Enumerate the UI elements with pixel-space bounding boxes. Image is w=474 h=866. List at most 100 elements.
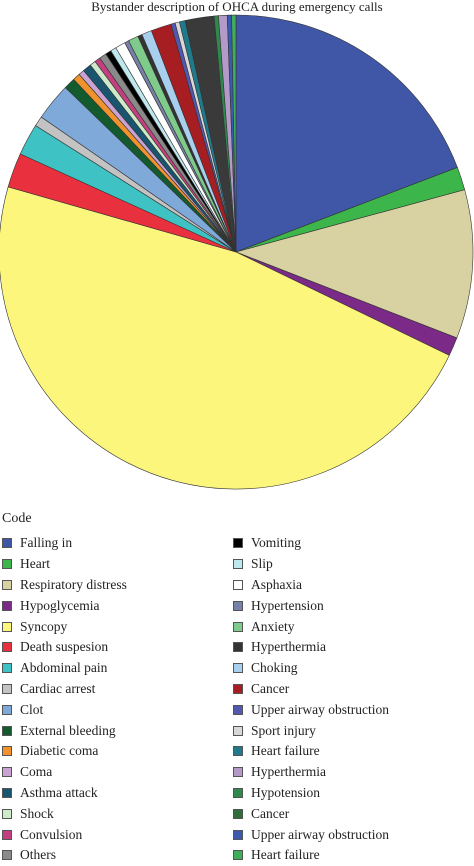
legend-item: Hyperthermia (233, 762, 389, 783)
legend-item: Respiratory distress (2, 575, 127, 596)
legend-swatch (2, 725, 12, 736)
legend-item: Clot (2, 699, 127, 720)
legend-item: Others (2, 845, 127, 866)
legend-swatch (233, 642, 243, 653)
legend-label: Asphaxia (251, 576, 302, 592)
legend-item: Choking (233, 658, 389, 679)
legend-swatch (2, 704, 12, 715)
legend-item: Heart (2, 554, 127, 575)
legend-label: Anxiety (251, 618, 295, 634)
legend-item: Diabetic coma (2, 741, 127, 762)
legend-item: Hypotension (233, 783, 389, 804)
legend-item: Convulsion (2, 824, 127, 845)
legend-item: Vomiting (233, 533, 389, 554)
legend-swatch (2, 538, 12, 549)
legend-label: Choking (251, 660, 298, 676)
legend-label: Abdominal pain (20, 660, 108, 676)
pie-chart (0, 14, 474, 490)
legend-label: Shock (20, 805, 54, 821)
legend-label: Hypertension (251, 597, 324, 613)
legend-swatch (233, 704, 243, 715)
legend-swatch (2, 850, 12, 861)
legend-title: Code (2, 511, 32, 526)
legend-label: Heart failure (251, 743, 320, 759)
legend-label: Death suspesion (20, 639, 109, 655)
legend-item: Asphaxia (233, 575, 389, 596)
legend-swatch (233, 538, 243, 549)
legend-item: Upper airway obstruction (233, 824, 389, 845)
legend-swatch (233, 787, 243, 798)
legend-swatch (233, 850, 243, 861)
pie-slice-syncopy (0, 186, 450, 490)
legend-item: Slip (233, 554, 389, 575)
legend-swatch (2, 787, 12, 798)
legend-swatch (2, 642, 12, 653)
legend-item: Hypertension (233, 595, 389, 616)
legend-swatch (233, 600, 243, 611)
legend-swatch (2, 663, 12, 674)
legend-column-right: Vomiting Slip Asphaxia Hypertension Anxiety H… (233, 533, 389, 866)
legend-swatch (233, 683, 243, 694)
pie-slices (0, 14, 474, 490)
legend-item: Shock (2, 803, 127, 824)
legend-label: External bleeding (20, 722, 116, 738)
legend-swatch (233, 559, 243, 570)
legend-label: Cancer (251, 680, 290, 696)
pie-slice-respiratory-distress (235, 189, 474, 339)
legend-item: Syncopy (2, 616, 127, 637)
legend-item: Heart failure (233, 741, 389, 762)
legend-label: Diabetic coma (20, 743, 99, 759)
legend-item: Falling in (2, 533, 127, 554)
legend-item: Cardiac arrest (2, 679, 127, 700)
legend-label: Vomiting (251, 535, 302, 551)
legend-item: Death suspesion (2, 637, 127, 658)
legend-swatch (2, 746, 12, 757)
legend-swatch (233, 829, 243, 840)
legend-swatch (2, 829, 12, 840)
chart-title: Bystander description of OHCA during eme… (91, 0, 383, 14)
legend-label: Sport injury (251, 722, 316, 738)
legend-swatch (233, 808, 243, 819)
legend-label: Falling in (20, 535, 73, 551)
legend-label: Others (20, 847, 56, 863)
legend-swatch (233, 621, 243, 632)
legend-swatch (2, 579, 12, 590)
legend-item: Hyperthermia (233, 637, 389, 658)
legend-swatch (2, 600, 12, 611)
legend-swatch (2, 621, 12, 632)
legend-label: Cardiac arrest (20, 680, 96, 696)
legend-label: Convulsion (20, 826, 83, 842)
legend-item: Coma (2, 762, 127, 783)
legend-column-left: Falling in Heart Respiratory distress Hypog… (2, 533, 127, 866)
legend-item: Cancer (233, 803, 389, 824)
legend-item: Hypoglycemia (2, 595, 127, 616)
legend-label: Respiratory distress (20, 576, 127, 592)
legend-label: Upper airway obstruction (251, 701, 389, 717)
legend-swatch (233, 725, 243, 736)
legend-item: Asthma attack (2, 783, 127, 804)
legend-swatch (2, 559, 12, 570)
legend-item: Abdominal pain (2, 658, 127, 679)
legend-swatch (233, 746, 243, 757)
legend-item: Heart failure (233, 845, 389, 866)
legend-label: Hyperthermia (251, 764, 326, 780)
legend-label: Clot (20, 701, 44, 717)
legend-label: Syncopy (20, 618, 68, 634)
legend-swatch (233, 767, 243, 778)
legend-item: Upper airway obstruction (233, 699, 389, 720)
pie-slice-heart-failure (231, 14, 237, 253)
legend-label: Asthma attack (20, 784, 98, 800)
legend-label: Heart (20, 556, 50, 572)
legend-item: Cancer (233, 679, 389, 700)
legend-label: Hyperthermia (251, 639, 326, 655)
legend-swatch (233, 663, 243, 674)
legend-swatch (2, 808, 12, 819)
legend-swatch (2, 767, 12, 778)
legend-label: Heart failure (251, 847, 320, 863)
legend-item: Sport injury (233, 720, 389, 741)
legend-label: Hypotension (251, 784, 320, 800)
legend-swatch (2, 683, 12, 694)
legend-item: Anxiety (233, 616, 389, 637)
legend-swatch (233, 579, 243, 590)
legend-item: External bleeding (2, 720, 127, 741)
